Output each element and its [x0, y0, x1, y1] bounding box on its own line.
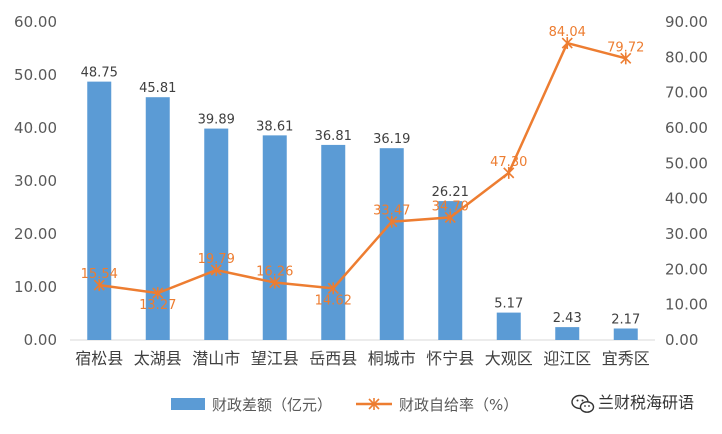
bar-series	[87, 81, 638, 340]
line-marker	[93, 279, 105, 292]
right-tick-label: 90.00	[665, 13, 708, 31]
bar	[555, 327, 580, 340]
left-axis-ticks: 0.00 10.00 20.00 30.00 40.00 50.00 60.00	[14, 13, 57, 349]
legend: 财政差额（亿元） 财政自给率（%）	[171, 396, 518, 414]
legend-line-label: 财政自给率（%）	[399, 396, 518, 414]
category-label: 怀宁县	[426, 349, 474, 368]
line-series	[99, 41, 627, 295]
watermark-text: 兰财税海研语	[598, 393, 694, 412]
bar-data-label: 36.19	[373, 132, 410, 147]
bar-data-label: 38.61	[256, 119, 293, 134]
category-label: 大观区	[485, 349, 533, 368]
legend-line-marker	[368, 398, 380, 410]
line-marker	[444, 211, 456, 224]
bar-data-label: 48.75	[81, 66, 118, 81]
right-tick-label: 40.00	[665, 190, 708, 208]
left-tick-label: 10.00	[14, 278, 57, 296]
left-tick-label: 0.00	[24, 331, 57, 349]
line-data-labels: 15.54 13.27 19.79 16.26 14.62 33.47 34.70 47.30…	[81, 25, 645, 313]
legend-bar-label: 财政差额（亿元）	[212, 396, 332, 414]
line-marker	[386, 215, 398, 228]
bar	[438, 201, 463, 340]
bar-data-labels: 48.75 45.81 39.89 38.61 36.81 36.19 26.21 5.17 2…	[81, 66, 641, 328]
right-axis-ticks: 0.00 10.00 20.00 30.00 40.00 50.00 60.00 70.00 8…	[665, 13, 708, 349]
line-data-label: 19.79	[198, 252, 235, 267]
category-label: 望江县	[251, 349, 299, 368]
line-data-label: 79.72	[607, 40, 644, 55]
bar	[262, 135, 287, 340]
bar-data-label: 39.89	[198, 113, 235, 128]
left-tick-label: 20.00	[14, 225, 57, 243]
line-data-label: 16.26	[256, 265, 293, 280]
bar	[204, 128, 229, 340]
bar	[87, 81, 112, 340]
bar	[496, 312, 521, 340]
category-label: 宜秀区	[602, 349, 650, 368]
left-tick-label: 50.00	[14, 66, 57, 84]
line-marker	[561, 37, 573, 50]
bar-data-label: 2.43	[553, 311, 582, 326]
wechat-icon	[571, 394, 595, 413]
watermark: 兰财税海研语	[571, 393, 694, 413]
right-tick-label: 80.00	[665, 48, 708, 66]
line-data-label: 14.62	[315, 293, 352, 308]
category-label: 宿松县	[75, 349, 123, 368]
line-data-label: 13.27	[139, 298, 176, 313]
line-marker	[210, 264, 222, 277]
line-marker	[503, 166, 515, 179]
category-label: 潜山市	[192, 349, 240, 368]
right-tick-label: 0.00	[665, 331, 698, 349]
right-tick-label: 50.00	[665, 154, 708, 172]
line-data-label: 33.47	[373, 204, 410, 219]
bar-data-label: 2.17	[611, 312, 640, 327]
right-tick-label: 70.00	[665, 84, 708, 102]
bar-data-label: 45.81	[139, 81, 176, 96]
category-label: 岳西县	[309, 349, 357, 368]
line-marker	[152, 287, 164, 300]
left-tick-label: 60.00	[14, 13, 57, 31]
right-tick-label: 30.00	[665, 225, 708, 243]
category-label: 桐城市	[368, 349, 416, 368]
left-tick-label: 30.00	[14, 172, 57, 190]
line-data-label: 84.04	[549, 25, 586, 40]
bar	[145, 97, 170, 340]
right-tick-label: 20.00	[665, 260, 708, 278]
bar-data-label: 36.81	[315, 129, 352, 144]
line-marker	[269, 276, 281, 289]
bar	[379, 148, 404, 340]
right-tick-label: 60.00	[665, 119, 708, 137]
line-marker	[620, 52, 632, 65]
legend-marker-glyph	[368, 398, 380, 410]
bar	[613, 328, 638, 340]
line-data-label: 34.70	[432, 199, 469, 214]
line-data-label: 15.54	[81, 267, 118, 282]
category-labels: 宿松县 太湖县 潜山市 望江县 岳西县 桐城市 怀宁县 大观区 迎江区 宜秀区	[75, 349, 650, 368]
line-data-label: 47.30	[490, 155, 527, 170]
bar-data-label: 5.17	[494, 297, 523, 312]
left-tick-label: 40.00	[14, 119, 57, 137]
category-label: 迎江区	[543, 349, 591, 368]
bar	[321, 144, 346, 340]
line-markers	[93, 37, 632, 300]
legend-bar-swatch	[171, 398, 205, 410]
line-marker	[327, 282, 339, 295]
category-label: 太湖县	[134, 349, 182, 368]
bar-data-label: 26.21	[432, 185, 469, 200]
right-tick-label: 10.00	[665, 296, 708, 314]
